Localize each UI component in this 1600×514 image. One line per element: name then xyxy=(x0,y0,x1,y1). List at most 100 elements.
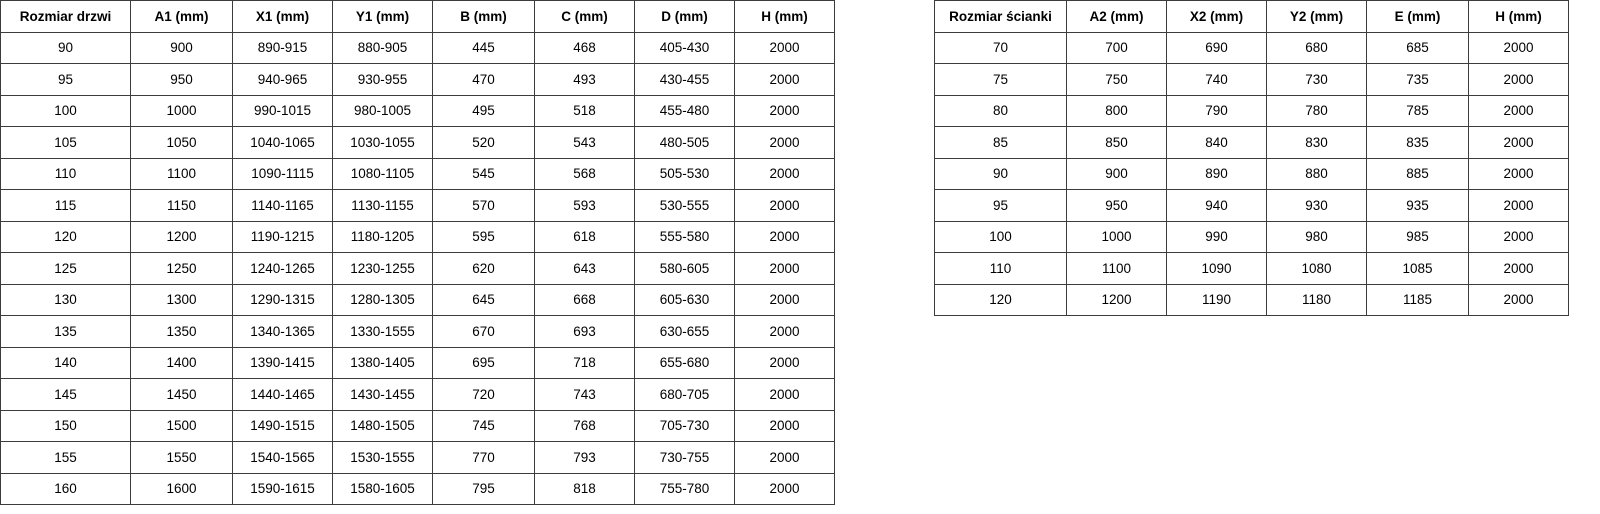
table-row: 90 900 890 880 885 2000 xyxy=(934,157,1569,190)
table-cell: 130 xyxy=(0,283,131,316)
table-cell: 100 xyxy=(0,94,131,127)
table-cell: 1185 xyxy=(1366,283,1469,316)
column-header: C (mm) xyxy=(534,0,635,33)
table-cell: 518 xyxy=(534,94,635,127)
table-cell: 2000 xyxy=(1468,252,1569,285)
table-cell: 2000 xyxy=(1468,189,1569,222)
table-cell: 950 xyxy=(130,63,233,96)
column-header: E (mm) xyxy=(1366,0,1469,33)
table-cell: 2000 xyxy=(734,283,835,316)
table-cell: 1090 xyxy=(1166,252,1267,285)
table-row: 135 1350 1340-1365 1330-1555 670 693 630-655 20… xyxy=(0,315,835,348)
table-cell: 1490-1515 xyxy=(232,409,333,442)
table-cell: 1300 xyxy=(130,283,233,316)
table-cell: 100 xyxy=(934,220,1067,253)
table-cell: 105 xyxy=(0,126,131,159)
table-cell: 790 xyxy=(1166,94,1267,127)
table-cell: 785 xyxy=(1366,94,1469,127)
column-header: D (mm) xyxy=(634,0,735,33)
table-cell: 643 xyxy=(534,252,635,285)
table-cell: 800 xyxy=(1066,94,1167,127)
table-cell: 705-730 xyxy=(634,409,735,442)
table-cell: 468 xyxy=(534,31,635,64)
table-cell: 1100 xyxy=(130,157,233,190)
column-header: H (mm) xyxy=(1468,0,1569,33)
table-cell: 2000 xyxy=(734,31,835,64)
column-header: Y1 (mm) xyxy=(332,0,433,33)
table-cell: 1600 xyxy=(130,472,233,505)
table-cell: 1400 xyxy=(130,346,233,379)
table-cell: 818 xyxy=(534,472,635,505)
table-cell: 85 xyxy=(934,126,1067,159)
table-row: 100 1000 990 980 985 2000 xyxy=(934,220,1569,253)
table-cell: 730 xyxy=(1266,63,1367,96)
door-size-table: Rozmiar drzwi A1 (mm) X1 (mm) Y1 (mm) B (mm)… xyxy=(0,0,835,505)
table-cell: 1540-1565 xyxy=(232,441,333,474)
table-cell: 930 xyxy=(1266,189,1367,222)
table-cell: 95 xyxy=(0,63,131,96)
table-cell: 1130-1155 xyxy=(332,189,433,222)
table-cell: 1080-1105 xyxy=(332,157,433,190)
column-header: X2 (mm) xyxy=(1166,0,1267,33)
table-cell: 520 xyxy=(432,126,535,159)
column-header: X1 (mm) xyxy=(232,0,333,33)
table-cell: 493 xyxy=(534,63,635,96)
table-cell: 840 xyxy=(1166,126,1267,159)
table-cell: 455-480 xyxy=(634,94,735,127)
table-cell: 750 xyxy=(1066,63,1167,96)
table-cell: 2000 xyxy=(734,220,835,253)
table-cell: 495 xyxy=(432,94,535,127)
table-row: 85 850 840 830 835 2000 xyxy=(934,126,1569,159)
table-cell: 620 xyxy=(432,252,535,285)
table-cell: 160 xyxy=(0,472,131,505)
table-cell: 1090-1115 xyxy=(232,157,333,190)
table-cell: 1180 xyxy=(1266,283,1367,316)
table-cell: 950 xyxy=(1066,189,1167,222)
table-cell: 1480-1505 xyxy=(332,409,433,442)
table-row: 110 1100 1090-1115 1080-1105 545 568 505-530 20… xyxy=(0,157,835,190)
table-row: 110 1100 1090 1080 1085 2000 xyxy=(934,252,1569,285)
table-cell: 718 xyxy=(534,346,635,379)
table-cell: 890-915 xyxy=(232,31,333,64)
table-cell: 655-680 xyxy=(634,346,735,379)
table-cell: 668 xyxy=(534,283,635,316)
table-cell: 480-505 xyxy=(634,126,735,159)
table-cell: 1530-1555 xyxy=(332,441,433,474)
table-cell: 150 xyxy=(0,409,131,442)
table-cell: 568 xyxy=(534,157,635,190)
table-cell: 120 xyxy=(934,283,1067,316)
wall-size-table: Rozmiar ścianki A2 (mm) X2 (mm) Y2 (mm) E (m… xyxy=(934,0,1569,316)
table-cell: 700 xyxy=(1066,31,1167,64)
table-cell: 2000 xyxy=(1468,94,1569,127)
table-cell: 770 xyxy=(432,441,535,474)
table-cell: 730-755 xyxy=(634,441,735,474)
table-cell: 2000 xyxy=(1468,63,1569,96)
table-cell: 1040-1065 xyxy=(232,126,333,159)
table-cell: 755-780 xyxy=(634,472,735,505)
table-cell: 1000 xyxy=(130,94,233,127)
column-header: B (mm) xyxy=(432,0,535,33)
table-cell: 1590-1615 xyxy=(232,472,333,505)
table-row: 95 950 940-965 930-955 470 493 430-455 2000 xyxy=(0,63,835,96)
table-cell: 670 xyxy=(432,315,535,348)
table-cell: 680-705 xyxy=(634,378,735,411)
table-cell: 1050 xyxy=(130,126,233,159)
table-row: 100 1000 990-1015 980-1005 495 518 455-480 2000 xyxy=(0,94,835,127)
table-cell: 1230-1255 xyxy=(332,252,433,285)
table-cell: 850 xyxy=(1066,126,1167,159)
table-cell: 985 xyxy=(1366,220,1469,253)
table-cell: 135 xyxy=(0,315,131,348)
table-cell: 405-430 xyxy=(634,31,735,64)
table-cell: 2000 xyxy=(1468,126,1569,159)
table-cell: 2000 xyxy=(734,157,835,190)
table-cell: 2000 xyxy=(734,94,835,127)
table-cell: 935 xyxy=(1366,189,1469,222)
table-row: 125 1250 1240-1265 1230-1255 620 643 580-605 20… xyxy=(0,252,835,285)
table-cell: 795 xyxy=(432,472,535,505)
table-row: 95 950 940 930 935 2000 xyxy=(934,189,1569,222)
table-cell: 430-455 xyxy=(634,63,735,96)
table-cell: 2000 xyxy=(734,378,835,411)
table-cell: 555-580 xyxy=(634,220,735,253)
table-row: 75 750 740 730 735 2000 xyxy=(934,63,1569,96)
table-cell: 2000 xyxy=(734,126,835,159)
